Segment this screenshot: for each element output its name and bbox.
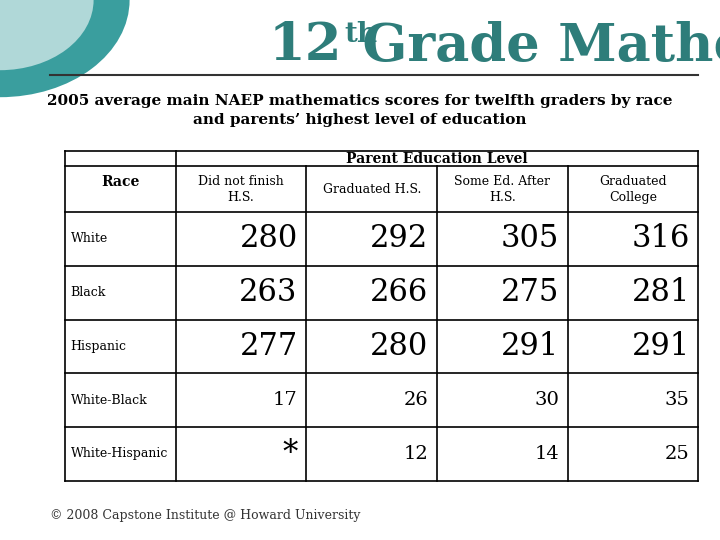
Text: Did not finish
H.S.: Did not finish H.S. bbox=[198, 174, 284, 204]
Text: Graduated H.S.: Graduated H.S. bbox=[323, 183, 421, 195]
Text: 12: 12 bbox=[269, 21, 342, 71]
Text: Hispanic: Hispanic bbox=[71, 340, 127, 353]
Text: 25: 25 bbox=[665, 445, 690, 463]
Text: 281: 281 bbox=[631, 277, 690, 308]
Text: 35: 35 bbox=[665, 391, 690, 409]
Wedge shape bbox=[0, 0, 130, 97]
Text: 291: 291 bbox=[501, 331, 559, 362]
Text: 26: 26 bbox=[404, 391, 428, 409]
Wedge shape bbox=[0, 0, 94, 70]
Text: 291: 291 bbox=[631, 331, 690, 362]
Text: Black: Black bbox=[71, 286, 106, 299]
Text: 292: 292 bbox=[370, 224, 428, 254]
Text: 280: 280 bbox=[370, 331, 428, 362]
Text: Grade Mathematics 2005: Grade Mathematics 2005 bbox=[344, 22, 720, 72]
Text: 277: 277 bbox=[240, 331, 298, 362]
Text: 275: 275 bbox=[500, 277, 559, 308]
Text: 280: 280 bbox=[240, 224, 298, 254]
Text: Some Ed. After
H.S.: Some Ed. After H.S. bbox=[454, 174, 550, 204]
Text: White: White bbox=[71, 233, 108, 246]
Text: Parent Education Level: Parent Education Level bbox=[346, 152, 528, 166]
Text: 30: 30 bbox=[534, 391, 559, 409]
Text: 2005 average main NAEP mathematics scores for twelfth graders by race
and parent: 2005 average main NAEP mathematics score… bbox=[48, 94, 672, 127]
Text: 17: 17 bbox=[273, 391, 298, 409]
Text: 305: 305 bbox=[500, 224, 559, 254]
Text: Graduated
College: Graduated College bbox=[599, 174, 667, 204]
Text: 14: 14 bbox=[534, 445, 559, 463]
Text: Race: Race bbox=[101, 174, 140, 188]
Text: 316: 316 bbox=[631, 224, 690, 254]
Text: 12: 12 bbox=[404, 445, 428, 463]
Text: White-Black: White-Black bbox=[71, 394, 148, 407]
Text: th: th bbox=[344, 21, 377, 48]
Text: 263: 263 bbox=[239, 277, 298, 308]
Text: *: * bbox=[282, 438, 298, 469]
Text: White-Hispanic: White-Hispanic bbox=[71, 447, 168, 460]
Text: 266: 266 bbox=[370, 277, 428, 308]
Text: © 2008 Capstone Institute @ Howard University: © 2008 Capstone Institute @ Howard Unive… bbox=[50, 509, 361, 522]
